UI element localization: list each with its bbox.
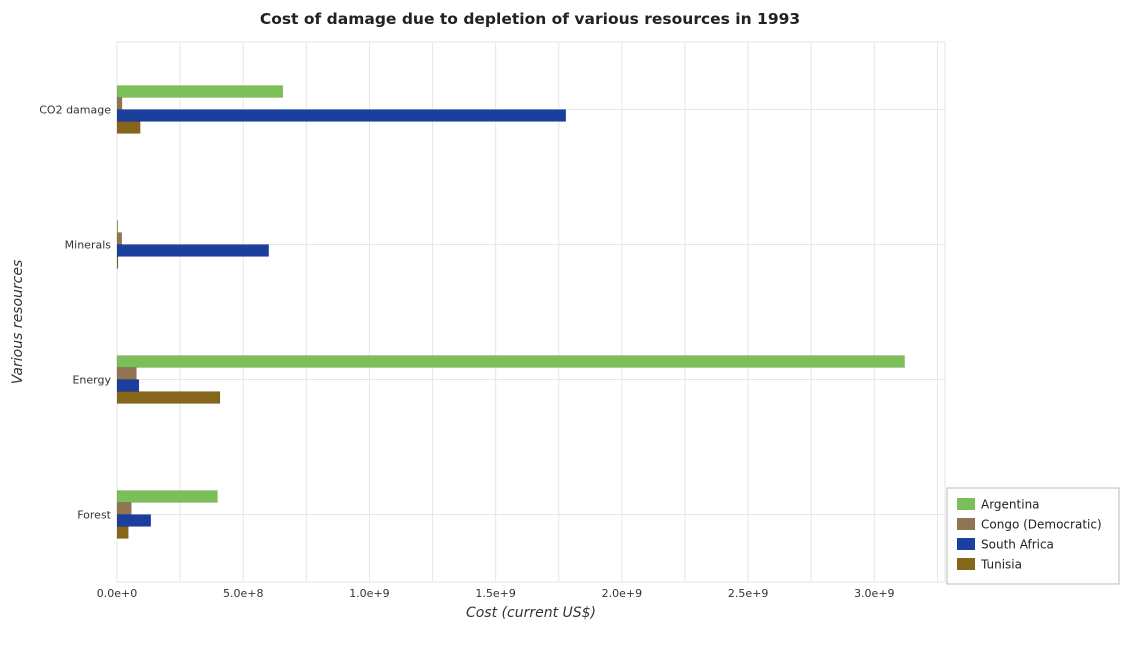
bar-argentina-minerals <box>116 220 119 233</box>
legend: Argentina Congo (Democratic) South Africa T… <box>946 487 1120 585</box>
gridlines <box>116 41 946 583</box>
x-tick-label: 1.5e+9 <box>475 587 515 600</box>
legend-swatch-tunisia <box>957 558 975 570</box>
bar-south-africa-co2-damage <box>116 109 567 122</box>
bar-tunisia-co2-damage <box>116 121 141 134</box>
bar-congo-democratic-minerals <box>116 232 123 245</box>
x-tick-label: 3.0e+9 <box>854 587 894 600</box>
x-tick-label: 1.0e+9 <box>349 587 389 600</box>
x-tick-label: 5.0e+8 <box>223 587 263 600</box>
legend-label-argentina: Argentina <box>981 498 1040 512</box>
legend-label-congo-democratic: Congo (Democratic) <box>981 518 1102 532</box>
bar-congo-democratic-energy <box>116 367 137 380</box>
bar-south-africa-forest <box>116 514 152 527</box>
bar-south-africa-minerals <box>116 244 269 257</box>
x-tick-label: 2.0e+9 <box>602 587 642 600</box>
y-tick-label-co2-damage: CO2 damage <box>39 104 111 117</box>
bar-argentina-energy <box>116 355 905 368</box>
bar-argentina-co2-damage <box>116 85 284 98</box>
legend-label-south-africa: South Africa <box>981 538 1054 552</box>
bar-congo-democratic-co2-damage <box>116 97 123 110</box>
legend-box <box>946 487 1120 585</box>
legend-swatch-south-africa <box>957 538 975 550</box>
x-tick-label: 0.0e+0 <box>97 587 137 600</box>
legend-swatch-congo-democratic <box>957 518 975 530</box>
bar-argentina-forest <box>116 490 218 503</box>
bar-tunisia-forest <box>116 526 129 539</box>
bar-tunisia-energy <box>116 391 221 404</box>
plot-frame <box>116 41 946 583</box>
legend-label-tunisia: Tunisia <box>980 558 1022 572</box>
bar-congo-democratic-forest <box>116 502 132 515</box>
bar-tunisia-minerals <box>116 256 119 269</box>
y-axis-label: Various resources <box>10 260 26 385</box>
x-axis-label: Cost (current US$) <box>466 605 596 621</box>
x-tick-label: 2.5e+9 <box>728 587 768 600</box>
bar-south-africa-energy <box>116 379 140 392</box>
y-tick-label-minerals: Minerals <box>65 239 112 252</box>
chart-title: Cost of damage due to depletion of vario… <box>260 10 800 28</box>
y-tick-label-energy: Energy <box>72 374 111 387</box>
bars <box>116 85 905 539</box>
legend-swatch-argentina <box>957 498 975 510</box>
axes: 0.0e+0 5.0e+8 1.0e+9 1.5e+9 2.0e+9 2.5e+9 3.0e… <box>39 104 894 601</box>
y-tick-label-forest: Forest <box>77 509 111 522</box>
